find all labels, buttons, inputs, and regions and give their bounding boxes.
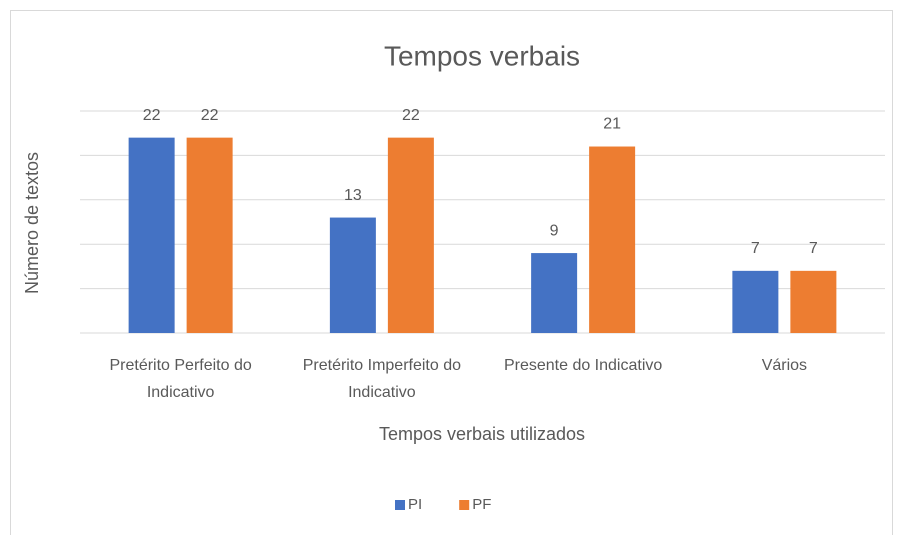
y-axis-title: Número de textos bbox=[22, 152, 42, 294]
data-label: 13 bbox=[344, 187, 362, 204]
bar bbox=[589, 146, 636, 333]
bar bbox=[732, 270, 779, 333]
data-label: 22 bbox=[402, 107, 420, 124]
data-label: 9 bbox=[550, 222, 559, 239]
bar bbox=[790, 270, 837, 333]
x-tick-label: Pretérito Imperfeito do Indicativo bbox=[302, 357, 462, 401]
x-tick-label: Presente do Indicativo bbox=[503, 357, 663, 374]
bar bbox=[387, 137, 434, 333]
x-axis-title: Tempos verbais utilizados bbox=[379, 424, 585, 444]
legend-swatch bbox=[459, 500, 470, 510]
data-label: 7 bbox=[809, 240, 818, 257]
legend-swatch bbox=[395, 500, 405, 510]
bar bbox=[186, 137, 233, 333]
data-label: 22 bbox=[201, 107, 219, 124]
x-tick-label: Pretérito Perfeito do Indicativo bbox=[109, 357, 252, 401]
bar bbox=[531, 253, 578, 333]
bar bbox=[128, 137, 175, 333]
data-label: 7 bbox=[751, 240, 760, 257]
chart-title: Tempos verbais bbox=[384, 40, 580, 71]
legend-label: PF bbox=[472, 496, 491, 513]
legend-label: PI bbox=[408, 496, 422, 513]
x-tick-label: Vários bbox=[761, 357, 808, 374]
data-label: 21 bbox=[603, 116, 621, 133]
bar bbox=[329, 217, 376, 333]
data-label: 22 bbox=[143, 107, 161, 124]
